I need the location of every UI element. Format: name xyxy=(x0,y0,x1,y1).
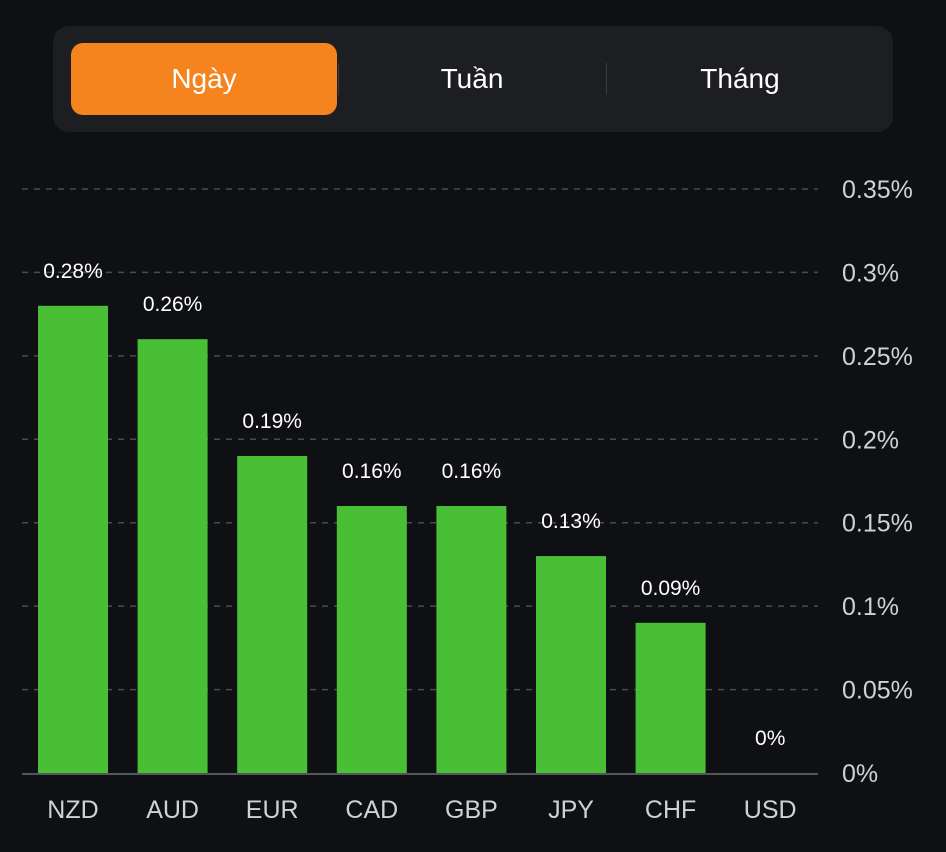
y-tick-label: 0.1% xyxy=(842,593,899,621)
data-label: 0.26% xyxy=(143,293,203,316)
bar-jpy[interactable] xyxy=(536,556,606,773)
bars xyxy=(38,305,706,773)
y-tick-label: 0% xyxy=(842,760,878,788)
tab-divider xyxy=(338,63,339,95)
bar-aud[interactable] xyxy=(137,339,208,773)
x-category-label: USD xyxy=(744,796,797,824)
y-tick-label: 0.35% xyxy=(842,176,913,204)
y-tick-label: 0.05% xyxy=(842,677,913,705)
x-category-label: CAD xyxy=(345,796,398,824)
tab-month[interactable]: Tháng xyxy=(607,43,873,115)
data-labels: 0.28% 0.26% 0.19% 0.16% 0.16% 0.13% 0.09% 0% xyxy=(43,260,785,750)
data-label: 0.09% xyxy=(641,577,701,600)
y-axis-ticks: 0% 0.05% 0.1% 0.15% 0.2% 0.25% 0.3% 0.35% xyxy=(842,176,913,788)
period-segmented-control: Ngày Tuần Tháng xyxy=(53,26,893,132)
x-category-label: AUD xyxy=(146,796,199,824)
tab-day-label: Ngày xyxy=(171,63,237,94)
x-category-label: CHF xyxy=(645,796,696,824)
tab-day[interactable]: Ngày xyxy=(71,43,337,115)
y-tick-label: 0.2% xyxy=(842,426,899,454)
data-label: 0.19% xyxy=(242,410,302,433)
tab-week[interactable]: Tuần xyxy=(339,43,605,115)
y-tick-label: 0.3% xyxy=(842,259,899,287)
data-label: 0% xyxy=(755,727,785,750)
data-label: 0.16% xyxy=(442,460,502,483)
bar-cad[interactable] xyxy=(336,506,407,773)
tab-month-label: Tháng xyxy=(700,63,780,94)
tab-divider xyxy=(606,63,607,95)
bar-nzd[interactable] xyxy=(38,305,108,773)
data-label: 0.28% xyxy=(43,260,103,283)
x-category-label: GBP xyxy=(445,796,498,824)
data-label: 0.13% xyxy=(541,510,601,533)
data-label: 0.16% xyxy=(342,460,402,483)
x-category-label: JPY xyxy=(548,796,594,824)
y-tick-label: 0.25% xyxy=(842,343,913,371)
bar-gbp[interactable] xyxy=(436,506,507,773)
x-category-label: NZD xyxy=(47,796,98,824)
y-tick-label: 0.15% xyxy=(842,510,913,538)
x-category-label: EUR xyxy=(246,796,299,824)
x-axis-categories: NZD AUD EUR CAD GBP JPY CHF USD xyxy=(47,796,796,824)
bar-eur[interactable] xyxy=(237,455,308,773)
tab-week-label: Tuần xyxy=(440,63,504,94)
bar-chf[interactable] xyxy=(635,622,706,773)
